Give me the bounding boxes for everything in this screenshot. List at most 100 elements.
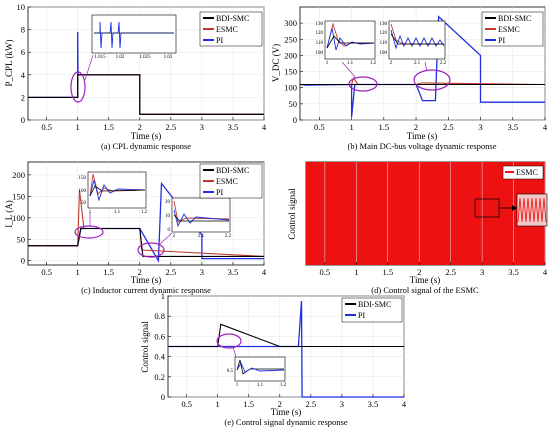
panel-c-ylabel: I_L (A) <box>4 200 14 227</box>
inset-b1-xtick-0: 1 <box>326 61 329 66</box>
panel-b-connector-2 <box>424 61 428 72</box>
panel-c-highlight-ellipse-1 <box>74 225 104 239</box>
ytick-label: 0.6 <box>154 331 165 341</box>
xtick-label: 4 <box>402 399 407 409</box>
xtick-label: 1.5 <box>382 267 393 277</box>
panel-c-inset-1-pi <box>89 179 146 202</box>
panel-d-legend: ESMC <box>502 165 544 180</box>
ytick-label: 10 <box>17 2 26 12</box>
inset-c2-ytick-2: 20 <box>165 200 171 205</box>
legend-b-bdi: BDI-SMC <box>498 14 531 23</box>
panel-e-legend: BDI-SMC PI <box>341 297 403 323</box>
ytick-label: 200 <box>12 170 25 180</box>
ytick-label: 4 <box>21 70 26 80</box>
inset-b2-ytick-2: 120 <box>380 31 388 36</box>
inset-c2-xtick-0: 2 <box>173 234 176 239</box>
ytick-label: 100 <box>12 213 25 223</box>
xtick-label: 4 <box>543 122 548 132</box>
panel-c-highlight-ellipse-2 <box>137 242 165 258</box>
inset-b1-ytick-3: 130 <box>316 22 324 27</box>
inset-a-xtick-0: 1.015 <box>94 55 106 60</box>
panel-e: 0.5 1 1.5 2 2.5 3 3.5 4 0 0.2 0.4 0.6 0.8 1 Time (s)… <box>140 291 407 427</box>
panel-b-xticks: 0.5 1 1.5 2 2.5 3 3.5 4 <box>314 117 548 132</box>
panel-c-inset-2-pi <box>173 209 230 228</box>
xtick-label: 4 <box>262 122 267 132</box>
panel-b-ylabel: V_DC (V) <box>271 44 281 82</box>
panel-d-ylabel: Control signal <box>287 188 297 240</box>
xtick-label: 1 <box>349 122 353 132</box>
panel-d-xticks: 0.5 1 1.5 2 2.5 3 3.5 4 <box>320 262 548 277</box>
xtick-label: 3.5 <box>507 122 518 132</box>
inset-c1-ytick-0: 50 <box>81 201 87 206</box>
xtick-label: 1 <box>76 122 80 132</box>
panel-c-connector-2 <box>159 232 173 245</box>
inset-c2-xtick-1: 2.1 <box>198 234 205 239</box>
series-bdi-smc-line <box>28 74 264 115</box>
inset-e-xtick-2: 1.2 <box>280 383 287 388</box>
panel-e-caption: (e) Control signal dynamic response <box>224 417 347 427</box>
xtick-label: 1 <box>76 267 80 277</box>
inset-e-xtick-0: 1 <box>236 383 239 388</box>
ytick-label: 0.2 <box>154 372 165 382</box>
panel-b-inset-1-bdi <box>326 35 374 49</box>
panel-a-ylabel: P_CPL (kW) <box>4 40 14 87</box>
panel-c-inset-2: 0 10 20 2 2.1 2.2 <box>165 197 232 239</box>
xtick-label: 3 <box>480 267 484 277</box>
panel-c-caption: (c) Inductor current dynamic response <box>81 285 211 295</box>
panel-a-inset-pi-trace <box>94 21 174 49</box>
inset-b1-ytick-1: 110 <box>316 41 324 46</box>
inset-c1-xtick-2: 1.2 <box>141 210 148 215</box>
panel-c-inset-2-frame <box>171 197 231 233</box>
xtick-label: 3.5 <box>368 399 379 409</box>
inset-e-ytick-0: 0.5 <box>227 369 234 374</box>
xtick-label: 2 <box>417 267 421 277</box>
panel-a-highlight-ellipse <box>70 71 86 103</box>
panel-b-highlight-ellipse-1 <box>348 76 378 92</box>
panel-c-inset-1-bdi <box>89 185 146 197</box>
panel-e-xlabel: Time (s) <box>271 407 301 417</box>
inset-b1-xtick-2: 1.2 <box>370 61 377 66</box>
panel-b-inset-2-bdi <box>390 33 444 45</box>
inset-c1-ytick-2: 150 <box>79 176 87 181</box>
panel-b-inset-1: 100 110 120 130 1 1.1 1.2 <box>316 20 377 66</box>
inset-a-xtick-1: 1.02 <box>116 55 125 60</box>
panel-c-legend: BDI-SMC ESMC PI <box>199 163 263 199</box>
xtick-label: 1.5 <box>379 122 390 132</box>
xtick-label: 3 <box>200 122 204 132</box>
ytick-label: 50 <box>289 99 298 109</box>
inset-b1-ytick-0: 100 <box>316 51 324 56</box>
panel-d-inset <box>516 193 548 227</box>
ytick-label: 200 <box>284 50 297 60</box>
inset-b2-ytick-1: 110 <box>380 41 388 46</box>
xtick-label: 2.5 <box>445 267 456 277</box>
ytick-label: 1 <box>161 291 165 301</box>
panel-e-inset-bdi <box>236 359 284 375</box>
panel-b-inset-2-pi <box>390 29 445 50</box>
xtick-label: 3.5 <box>228 122 239 132</box>
xtick-label: 1.5 <box>243 399 254 409</box>
panel-a-series <box>28 31 264 115</box>
ytick-label: 0 <box>161 392 165 402</box>
panel-b-inset-1-frame <box>324 20 376 60</box>
panel-e-legend-box <box>341 297 403 323</box>
panel-d-zoom-arrowhead <box>512 205 517 211</box>
panel-c-series <box>28 181 265 263</box>
inset-c1-ytick-1: 100 <box>79 189 87 194</box>
series-bdi-smc-line <box>168 323 404 348</box>
panel-a-highlight-connector <box>84 54 94 81</box>
ytick-label: 300 <box>284 18 297 28</box>
panel-b-connector-1 <box>341 61 357 79</box>
xtick-label: 2.5 <box>443 122 454 132</box>
xtick-label: 1 <box>216 399 220 409</box>
panel-c-xlabel: Time (s) <box>131 275 161 285</box>
series-bdi-smc-line <box>28 227 264 257</box>
panel-e-connector <box>232 346 237 358</box>
panel-a: 0.5 1 1.5 2 2.5 3 3.5 4 0 2 4 6 8 10 Time (s) P_CPL … <box>4 2 267 151</box>
xtick-label: 2 <box>278 399 282 409</box>
panel-c-inset-1: 50 100 150 1 1.1 1.2 <box>79 171 148 215</box>
panel-b-inset-1-pi <box>326 27 375 51</box>
xtick-label: 2 <box>138 267 142 277</box>
inset-c2-xtick-2: 2.2 <box>225 234 232 239</box>
inset-b2-xtick-0: 2 <box>390 61 393 66</box>
xtick-label: 2.5 <box>166 122 177 132</box>
